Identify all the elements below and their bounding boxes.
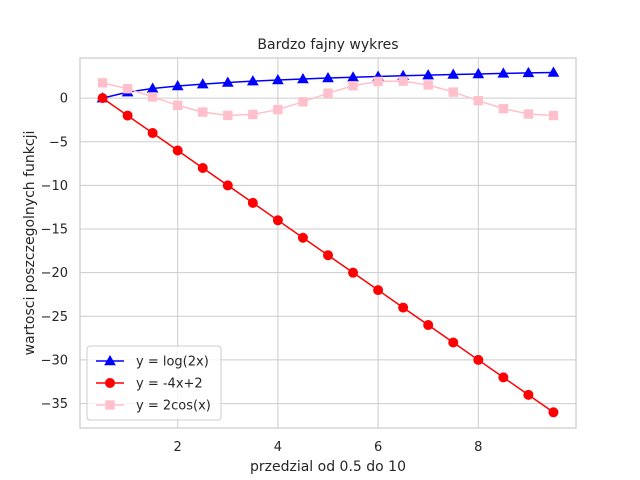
data-point bbox=[272, 215, 283, 226]
data-point bbox=[398, 76, 408, 86]
data-point bbox=[423, 80, 433, 90]
x-tick-label: 6 bbox=[374, 440, 382, 455]
legend-label: y = 2cos(x) bbox=[136, 399, 211, 414]
data-point bbox=[522, 66, 535, 78]
data-point bbox=[247, 197, 258, 208]
data-point bbox=[447, 68, 460, 79]
data-point bbox=[547, 66, 560, 77]
legend: y = log(2x) y = -4x+2 y = 2cos(x) bbox=[86, 345, 222, 421]
x-axis-label: przedzial od 0.5 do 10 bbox=[250, 459, 406, 475]
y-axis-label: wartosci poszczegolnych funkcji bbox=[22, 131, 38, 356]
data-point bbox=[498, 372, 509, 383]
series-group bbox=[96, 66, 560, 418]
y-tick-label: −10 bbox=[41, 179, 68, 194]
data-point bbox=[423, 320, 434, 331]
legend-label: y = -4x+2 bbox=[136, 377, 203, 392]
data-point bbox=[373, 76, 383, 87]
data-point bbox=[473, 354, 484, 365]
y-tick-labels: 0 −5 −10 −15 −20 −25 −30 −35 bbox=[41, 92, 68, 412]
data-point bbox=[448, 87, 458, 97]
legend-marker bbox=[105, 400, 115, 410]
data-point bbox=[473, 95, 484, 106]
data-point bbox=[122, 84, 133, 94]
data-point bbox=[97, 78, 108, 88]
data-point bbox=[373, 285, 384, 296]
y-tick-label: −30 bbox=[41, 353, 68, 368]
data-point bbox=[97, 93, 108, 104]
grid-lines bbox=[80, 58, 576, 428]
data-point bbox=[398, 302, 409, 313]
y-tick-label: −35 bbox=[41, 397, 68, 412]
data-point bbox=[172, 100, 183, 111]
legend-item-2: y = -4x+2 bbox=[96, 377, 203, 392]
data-point bbox=[347, 71, 359, 82]
data-point bbox=[472, 67, 485, 79]
data-point bbox=[322, 72, 334, 83]
legend-marker bbox=[105, 378, 115, 388]
data-point bbox=[223, 110, 233, 121]
data-point bbox=[422, 69, 435, 80]
data-point bbox=[548, 407, 559, 418]
data-point bbox=[523, 389, 534, 400]
data-point bbox=[273, 104, 283, 115]
y-tick-label: −5 bbox=[49, 135, 68, 150]
series-3 bbox=[97, 76, 559, 121]
y-tick-label: 0 bbox=[60, 92, 68, 107]
data-point bbox=[248, 109, 258, 120]
data-point bbox=[197, 162, 208, 173]
data-point bbox=[498, 103, 509, 114]
x-tick-label: 8 bbox=[474, 440, 482, 455]
y-tick-label: −20 bbox=[41, 266, 68, 281]
data-point bbox=[147, 92, 158, 102]
data-point bbox=[198, 107, 208, 117]
data-point bbox=[323, 88, 333, 98]
data-point bbox=[171, 80, 184, 91]
data-point bbox=[222, 180, 233, 191]
x-tick-label: 2 bbox=[174, 440, 182, 455]
data-point bbox=[172, 145, 183, 156]
y-tick-label: −25 bbox=[41, 310, 68, 325]
data-point bbox=[297, 232, 308, 243]
data-point bbox=[196, 78, 209, 89]
legend-marker bbox=[104, 354, 116, 366]
data-point bbox=[221, 76, 234, 87]
data-point bbox=[548, 110, 559, 121]
data-point bbox=[348, 267, 359, 278]
data-point bbox=[297, 72, 309, 84]
chart-title: Bardzo fajny wykres bbox=[257, 37, 398, 53]
plot-frame bbox=[79, 57, 577, 429]
legend-label: y = log(2x) bbox=[136, 355, 209, 370]
data-point bbox=[348, 81, 358, 91]
data-point bbox=[272, 73, 284, 85]
x-tick-labels: 2 4 6 8 bbox=[174, 440, 483, 455]
data-point bbox=[298, 97, 308, 107]
data-point bbox=[246, 75, 259, 86]
data-point bbox=[523, 109, 534, 119]
y-tick-label: −15 bbox=[41, 223, 68, 238]
legend-item-3: y = 2cos(x) bbox=[96, 399, 211, 414]
data-point bbox=[122, 110, 133, 121]
series-2 bbox=[97, 93, 559, 418]
x-tick-label: 4 bbox=[274, 440, 282, 455]
legend-item-1: y = log(2x) bbox=[96, 355, 209, 370]
data-point bbox=[323, 250, 333, 261]
legend-box bbox=[86, 345, 222, 421]
data-point bbox=[497, 67, 510, 78]
data-point bbox=[448, 337, 459, 348]
data-point bbox=[147, 128, 158, 139]
